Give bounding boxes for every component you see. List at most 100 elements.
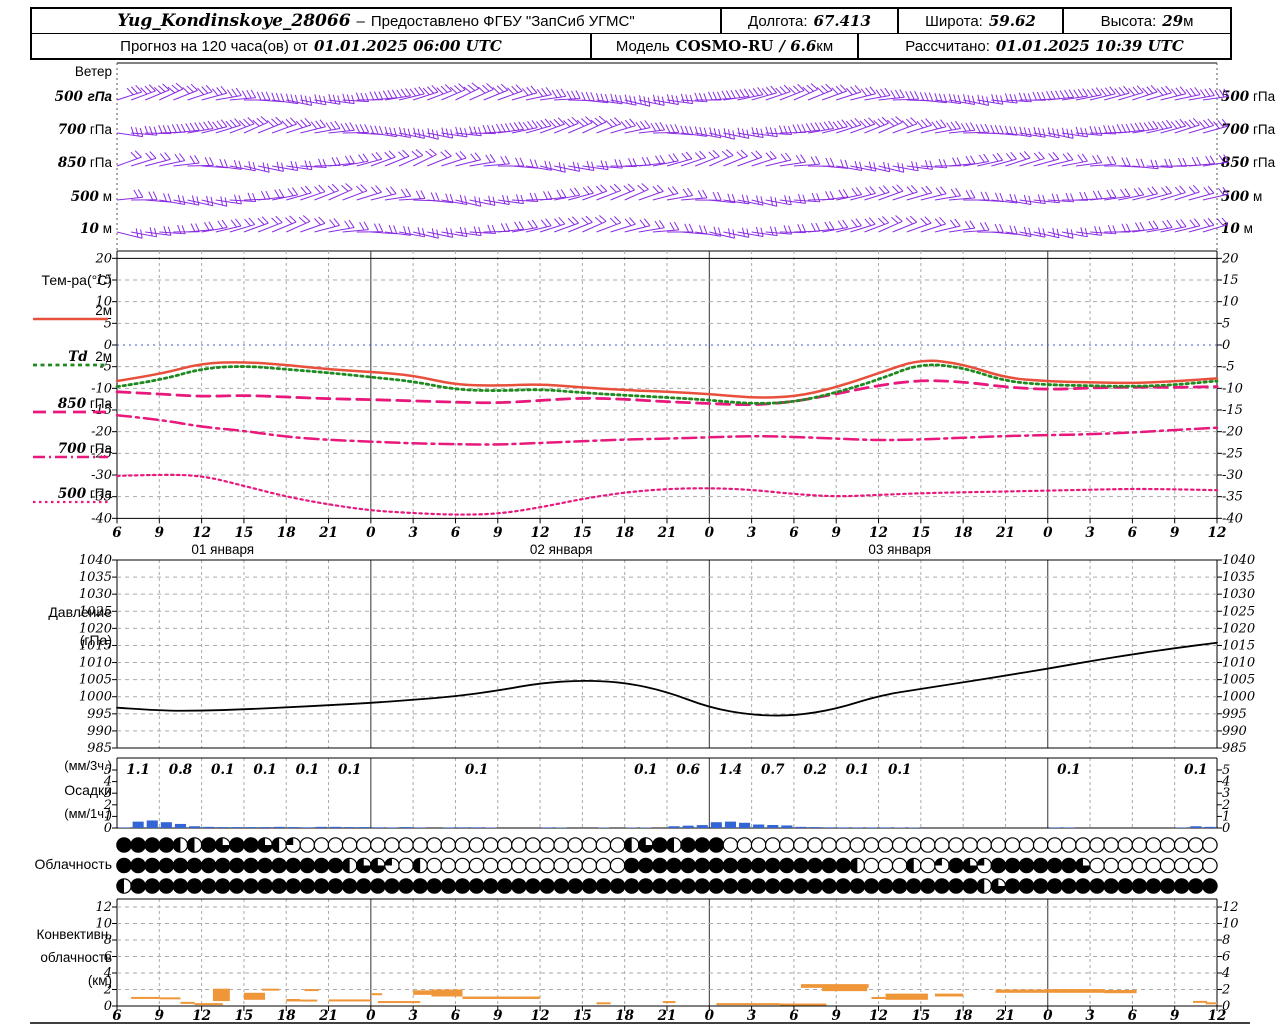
svg-text:995: 995: [1222, 707, 1247, 722]
svg-text:-15: -15: [1222, 403, 1243, 418]
svg-text:0.1: 0.1: [253, 762, 277, 778]
pressure-panel-unit: (гПа): [79, 632, 112, 648]
svg-text:15: 15: [1222, 273, 1239, 288]
pressure-panel: 1040 1040 1035 1035 1030 1030 1025 1025 1020 1020…: [79, 553, 1255, 756]
svg-text:3: 3: [408, 525, 417, 541]
svg-text:12: 12: [192, 1008, 211, 1024]
svg-text:3: 3: [747, 1008, 756, 1024]
svg-text:1.4: 1.4: [719, 762, 743, 778]
precipitation-panel: 0 01 12 23 34 45 51.1 0.8 0.1 0.1 0.1 0.1 0.1 0.1 0.6 1…: [103, 757, 1230, 836]
svg-text:12: 12: [1208, 525, 1227, 541]
temp-panel-title: Тем-ра(°C): [41, 272, 112, 288]
longitude-label: Долгота:: [748, 12, 808, 30]
svg-text:1035: 1035: [1222, 570, 1255, 585]
svg-text:15: 15: [573, 525, 592, 541]
svg-text:1025: 1025: [1222, 604, 1255, 619]
precip-3h-unit-label: (мм/3ч.): [64, 758, 112, 773]
svg-text:1020: 1020: [79, 621, 112, 636]
wind-level-label-850hpa-right: 850 гПа: [1221, 155, 1276, 171]
svg-text:0.8: 0.8: [169, 762, 193, 778]
wind-barbs-panel: [116, 62, 1230, 252]
svg-text:1: 1: [1222, 809, 1230, 824]
svg-text:18: 18: [615, 1008, 634, 1024]
svg-text:15: 15: [911, 1008, 930, 1024]
svg-text:18: 18: [615, 525, 634, 541]
svg-text:2: 2: [103, 983, 112, 998]
svg-text:5: 5: [1222, 316, 1230, 331]
svg-text:0.1: 0.1: [888, 762, 912, 778]
svg-text:1: 1: [104, 809, 112, 824]
svg-text:1010: 1010: [79, 656, 112, 671]
svg-text:5: 5: [104, 763, 112, 778]
svg-text:0.2: 0.2: [803, 762, 827, 778]
svg-text:0: 0: [366, 1008, 376, 1024]
station-cell: Yug_Kondinskoye_28066 – Предоставлено ФГ…: [32, 9, 720, 33]
precip-1h-unit-label: (мм/1ч.): [64, 806, 112, 821]
longitude-value: 67.413: [813, 12, 871, 30]
svg-text:2: 2: [1221, 983, 1230, 998]
svg-text:6: 6: [789, 1008, 799, 1024]
forecast-label: Прогноз на 120 часа(ов) от: [120, 37, 308, 55]
wind-level-label-500m: 500 м: [70, 189, 112, 205]
svg-text:1000: 1000: [1222, 690, 1255, 705]
svg-text:6: 6: [451, 1008, 461, 1024]
svg-text:0: 0: [104, 338, 112, 353]
svg-text:1040: 1040: [79, 553, 112, 568]
svg-text:1015: 1015: [1222, 638, 1255, 653]
svg-text:-20: -20: [91, 425, 112, 440]
model-name: COSMO-RU: [675, 37, 774, 55]
svg-text:10: 10: [95, 295, 112, 310]
svg-text:-30: -30: [1222, 468, 1243, 483]
svg-text:2: 2: [1221, 798, 1230, 813]
svg-text:-40: -40: [1222, 511, 1243, 526]
svg-text:3: 3: [1085, 1008, 1094, 1024]
svg-text:-5: -5: [1222, 360, 1235, 375]
svg-text:-30: -30: [91, 468, 112, 483]
svg-text:6: 6: [104, 950, 112, 965]
svg-text:15: 15: [235, 1008, 254, 1024]
svg-text:6: 6: [789, 525, 799, 541]
svg-text:0: 0: [1222, 999, 1230, 1014]
svg-text:0: 0: [1043, 525, 1053, 541]
svg-text:-25: -25: [1222, 446, 1243, 461]
svg-text:1025: 1025: [79, 604, 112, 619]
svg-text:1000: 1000: [79, 690, 112, 705]
header-row-station: Yug_Kondinskoye_28066 – Предоставлено ФГ…: [30, 7, 1232, 34]
altitude-value: 29м: [1162, 12, 1194, 30]
svg-text:21: 21: [318, 525, 338, 541]
pressure-panel-title: Давление: [48, 604, 112, 620]
svg-text:0: 0: [1222, 821, 1230, 836]
svg-text:-10: -10: [1222, 381, 1243, 396]
latitude-cell: Широта: 59.62: [897, 9, 1062, 33]
svg-text:0.1: 0.1: [465, 762, 489, 778]
svg-text:0: 0: [705, 525, 715, 541]
svg-text:-20: -20: [1222, 425, 1243, 440]
time-axis-labels: 6 9 12 15 18 21 0 3 6 9 12 15 18 21 0 3 6 9 12 15 18 21 0 3 6 9 12…: [112, 518, 1226, 557]
svg-text:0: 0: [104, 821, 112, 836]
svg-text:12: 12: [192, 525, 211, 541]
svg-text:0: 0: [705, 1008, 715, 1024]
svg-text:0.7: 0.7: [761, 762, 785, 778]
svg-text:995: 995: [87, 707, 112, 722]
svg-text:0.6: 0.6: [676, 762, 700, 778]
svg-text:1010: 1010: [1222, 656, 1255, 671]
svg-text:0.1: 0.1: [1184, 762, 1208, 778]
provider-label: Предоставлено ФГБУ "ЗапСиб УГМС": [370, 12, 635, 30]
svg-text:1005: 1005: [79, 673, 112, 688]
svg-text:18: 18: [954, 525, 973, 541]
svg-text:12: 12: [1208, 1008, 1227, 1024]
svg-text:1030: 1030: [79, 587, 112, 602]
svg-text:5: 5: [1222, 763, 1230, 778]
svg-text:990: 990: [87, 724, 112, 739]
legend-t500-label: 500 гПа: [57, 486, 112, 502]
header-row-forecast: Прогноз на 120 часа(ов) от 01.01.2025 06…: [30, 33, 1232, 60]
svg-text:10: 10: [1222, 295, 1239, 310]
svg-text:10: 10: [95, 917, 112, 932]
legend-td2m-label: Td 2м: [68, 349, 112, 365]
svg-text:0: 0: [104, 999, 112, 1014]
svg-text:03 января: 03 января: [868, 542, 931, 557]
svg-text:1.1: 1.1: [126, 762, 150, 778]
svg-text:6: 6: [1128, 1008, 1138, 1024]
